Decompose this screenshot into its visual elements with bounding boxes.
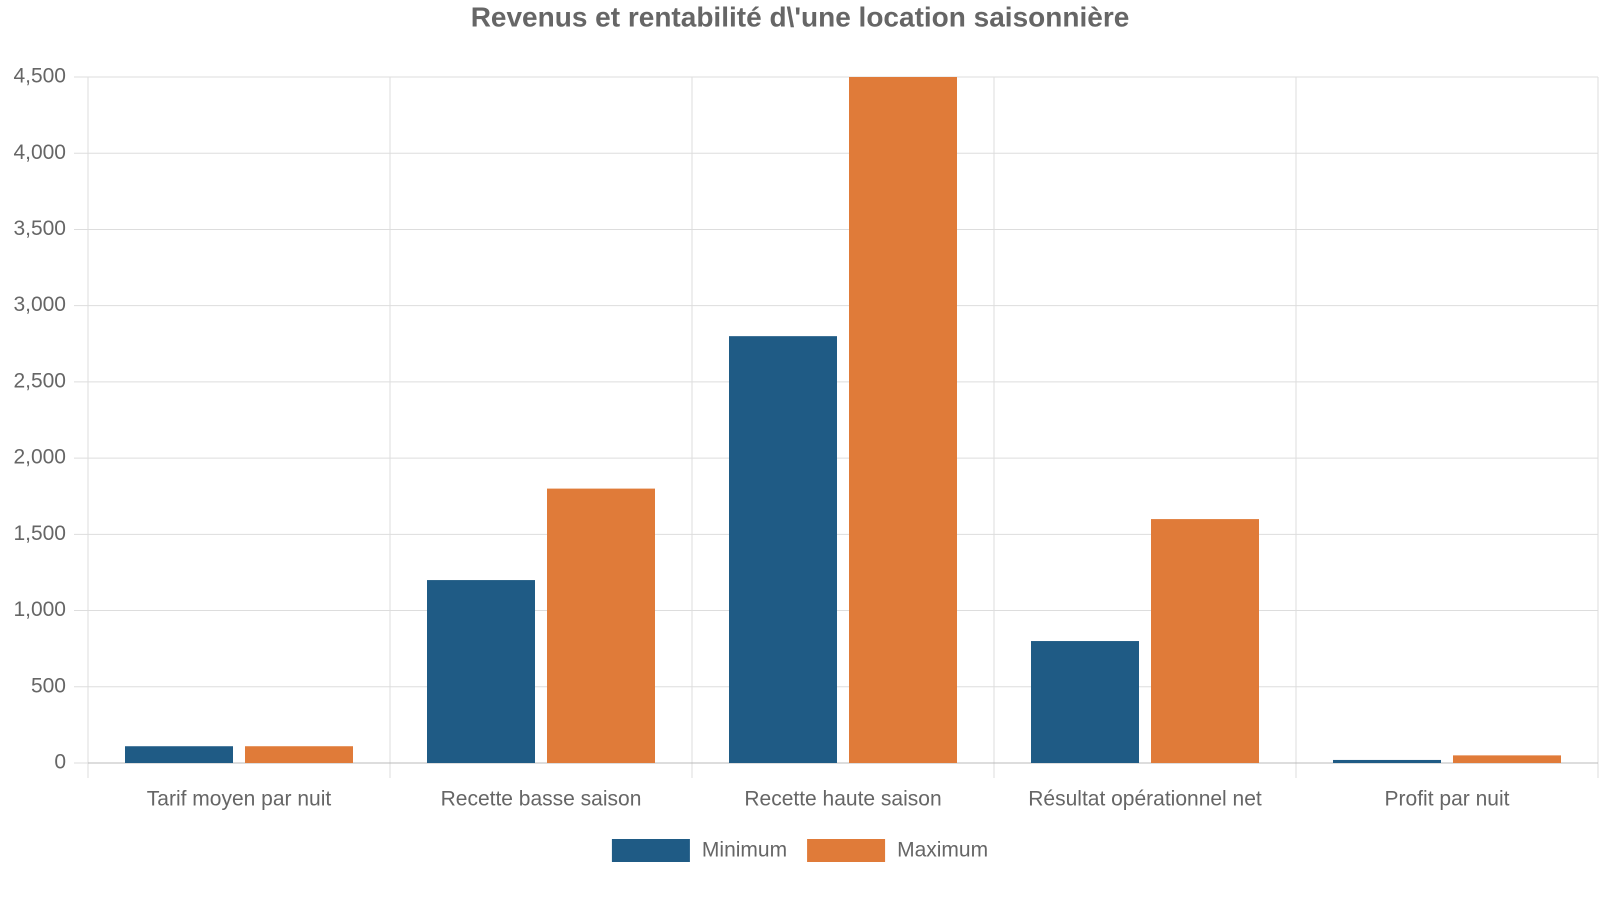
- y-tick-label: 2,000: [13, 446, 66, 469]
- legend-label: Maximum: [897, 839, 988, 862]
- bar: [1031, 641, 1139, 763]
- bar: [125, 746, 233, 763]
- bar: [427, 580, 535, 763]
- x-tick-label: Résultat opérationnel net: [1028, 788, 1262, 811]
- x-tick-label: Recette basse saison: [441, 788, 642, 811]
- y-tick-label: 4,500: [13, 65, 66, 88]
- x-tick-label: Profit par nuit: [1385, 788, 1510, 811]
- legend-swatch: [807, 839, 886, 862]
- y-tick-label: 2,500: [13, 369, 66, 392]
- chart-title: Revenus et rentabilité d\'une location s…: [471, 1, 1130, 32]
- bar: [245, 746, 353, 763]
- y-tick-label: 1,500: [13, 522, 66, 545]
- bar: [1151, 519, 1259, 763]
- y-tick-label: 3,000: [13, 293, 66, 316]
- y-tick-label: 500: [31, 674, 66, 697]
- bar: [849, 77, 957, 763]
- bar: [1333, 759, 1441, 763]
- y-tick-label: 1,000: [13, 598, 66, 621]
- bar: [1453, 755, 1561, 763]
- y-tick-label: 4,000: [13, 141, 66, 164]
- bar: [729, 336, 837, 763]
- x-tick-label: Tarif moyen par nuit: [147, 788, 332, 811]
- y-tick-label: 3,500: [13, 217, 66, 240]
- legend-swatch: [611, 839, 690, 862]
- legend-label: Minimum: [702, 839, 787, 862]
- bar: [547, 488, 655, 763]
- y-tick-label: 0: [54, 751, 66, 774]
- x-tick-label: Recette haute saison: [744, 788, 941, 811]
